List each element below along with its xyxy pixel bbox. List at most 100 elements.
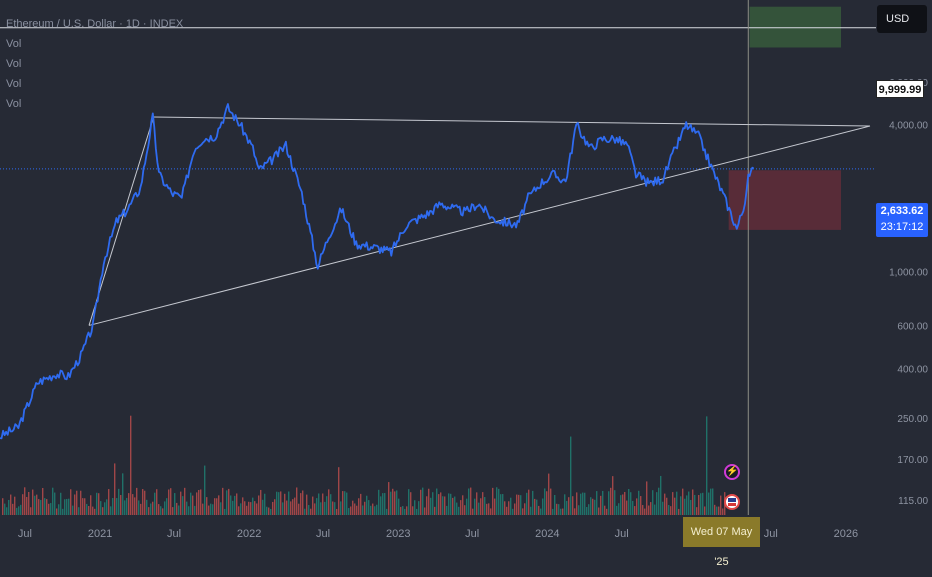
volume-bar xyxy=(210,503,212,515)
volume-bar xyxy=(644,508,646,515)
volume-bar xyxy=(546,491,548,515)
volume-bar xyxy=(132,494,134,515)
volume-bar xyxy=(188,506,190,515)
volume-bar xyxy=(512,508,514,515)
volume-legend-1[interactable]: Vol xyxy=(6,38,22,50)
volume-bar xyxy=(424,507,426,515)
y-tick-label: 250.00 xyxy=(897,414,928,425)
volume-bar xyxy=(454,496,456,515)
volume-bar xyxy=(198,489,200,515)
volume-legend-2[interactable]: Vol xyxy=(6,58,22,70)
volume-legend-3[interactable]: Vol xyxy=(6,78,22,90)
volume-bar xyxy=(516,494,518,515)
symbol-title[interactable]: Ethereum / U.S. Dollar · 1D · INDEX xyxy=(6,18,184,30)
volume-bar xyxy=(96,492,98,515)
volume-bar xyxy=(582,492,584,515)
volume-bar xyxy=(718,506,720,515)
volume-bar xyxy=(366,495,368,515)
volume-bar xyxy=(292,499,294,515)
y-tick-label: 400.00 xyxy=(897,364,928,375)
volume-bar xyxy=(538,505,540,515)
volume-bar xyxy=(418,501,420,515)
volume-bar xyxy=(570,436,572,515)
volume-bar xyxy=(98,493,100,515)
volume-bar xyxy=(38,499,40,515)
volume-bar xyxy=(344,491,346,515)
volume-bar xyxy=(104,502,106,515)
volume-bar xyxy=(434,506,436,515)
y-tick-label: 1,000.00 xyxy=(889,267,928,278)
volume-bar xyxy=(258,495,260,515)
volume-bar xyxy=(524,503,526,515)
volume-bar xyxy=(608,491,610,515)
volume-bar xyxy=(384,493,386,515)
volume-bar xyxy=(314,503,316,515)
volume-bar xyxy=(192,495,194,515)
volume-bar xyxy=(392,488,394,515)
volume-bar xyxy=(266,506,268,515)
volume-bar xyxy=(440,492,442,515)
volume-bar xyxy=(28,491,30,515)
volume-bar xyxy=(224,508,226,515)
volume-bar xyxy=(164,501,166,515)
volume-bar xyxy=(222,487,224,515)
volume-bar xyxy=(496,487,498,515)
volume-bar xyxy=(716,506,718,515)
volume-bar xyxy=(686,495,688,515)
volume-bar xyxy=(70,489,72,515)
volume-bar xyxy=(596,491,598,515)
volume-bar xyxy=(100,501,102,515)
volume-bar xyxy=(400,506,402,515)
volume-bar xyxy=(168,489,170,515)
volume-bar xyxy=(522,508,524,515)
volume-bar xyxy=(388,482,390,515)
volume-bar xyxy=(598,507,600,515)
volume-bar xyxy=(10,494,12,515)
volume-bar xyxy=(86,503,88,515)
volume-bar xyxy=(90,495,92,515)
volume-bar xyxy=(436,488,438,515)
volume-bar xyxy=(40,499,42,515)
volume-bar xyxy=(452,497,454,515)
volume-bar xyxy=(620,495,622,515)
volume-bar xyxy=(254,501,256,515)
volume-bar xyxy=(162,508,164,515)
volume-legend-4[interactable]: Vol xyxy=(6,98,22,110)
volume-bar xyxy=(216,498,218,515)
volume-bar xyxy=(456,502,458,515)
volume-bar xyxy=(722,508,724,515)
currency-button[interactable]: USD xyxy=(877,5,927,33)
volume-bar xyxy=(122,473,124,515)
volume-bar xyxy=(288,491,290,515)
volume-bar xyxy=(352,500,354,515)
last-price-tag: 2,633.62 23:17:12 xyxy=(876,203,928,237)
volume-bar xyxy=(116,498,118,515)
volume-bar xyxy=(102,507,104,515)
volume-bar xyxy=(584,492,586,515)
volume-bar xyxy=(458,506,460,515)
volume-bar xyxy=(564,494,566,515)
us-flag-event-icon[interactable] xyxy=(724,494,740,510)
volume-bar xyxy=(264,493,266,515)
volume-bar xyxy=(618,503,620,515)
volume-bar xyxy=(230,495,232,515)
volume-bar xyxy=(442,496,444,515)
volume-bar xyxy=(310,508,312,515)
lightning-event-icon[interactable]: ⚡ xyxy=(724,464,740,480)
volume-bar xyxy=(348,508,350,515)
y-tick-label: 115.00 xyxy=(898,496,928,507)
volume-bar xyxy=(666,497,668,515)
volume-bar xyxy=(120,495,122,515)
volume-bar xyxy=(668,504,670,515)
volume-bar xyxy=(42,487,44,515)
volume-bar xyxy=(250,502,252,515)
volume-bar xyxy=(478,502,480,515)
volume-bar xyxy=(342,491,344,515)
volume-bar xyxy=(34,495,36,515)
volume-bar xyxy=(106,499,108,515)
volume-bar xyxy=(518,494,520,515)
volume-bar xyxy=(636,498,638,515)
volume-bar xyxy=(652,490,654,515)
volume-bar xyxy=(364,501,366,515)
volume-bar xyxy=(136,487,138,515)
